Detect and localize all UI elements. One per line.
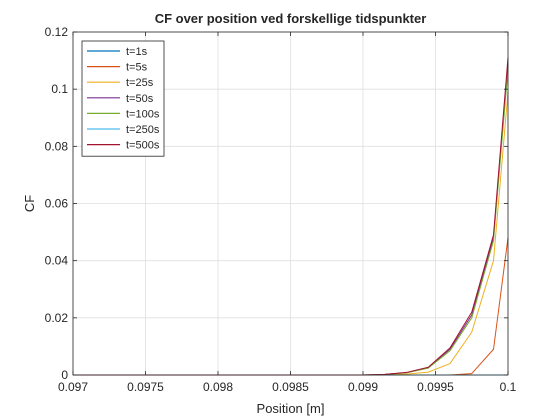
legend-entry: t=25s (126, 77, 154, 89)
y-tick-label: 0.04 (45, 254, 69, 268)
y-axis-label: CF (22, 195, 37, 212)
legend: t=1s t=5s t=25s t=50s t=100s t=250s t=500s (81, 40, 165, 157)
y-tick-label: 0.12 (45, 25, 69, 39)
legend-box (81, 40, 165, 157)
legend-entry: t=250s (126, 124, 160, 136)
y-tick-label: 0.1 (51, 82, 68, 96)
x-tick-label: 0.0975 (127, 380, 164, 394)
legend-entry: t=1s (126, 46, 148, 58)
x-tick-label: 0.1 (500, 380, 517, 394)
axis-ticks (72, 31, 509, 376)
x-tick-labels: 0.097 0.0975 0.098 0.0985 0.099 0.0995 0.1 (58, 380, 517, 394)
legend-entry: t=5s (126, 62, 148, 74)
y-tick-label: 0 (61, 368, 68, 382)
x-tick-label: 0.0995 (417, 380, 454, 394)
y-tick-label: 0.02 (45, 311, 69, 325)
x-tick-label: 0.097 (58, 380, 88, 394)
y-tick-labels: 0 0.02 0.04 0.06 0.08 0.1 0.12 (45, 25, 69, 382)
x-tick-label: 0.0985 (272, 380, 309, 394)
y-tick-label: 0.08 (45, 139, 69, 153)
legend-entry: t=100s (126, 108, 160, 120)
x-tick-label: 0.099 (348, 380, 378, 394)
chart-title: CF over position ved forskellige tidspun… (155, 11, 427, 26)
x-axis-label: Position [m] (257, 401, 325, 416)
y-tick-label: 0.06 (45, 197, 69, 211)
x-tick-label: 0.098 (203, 380, 233, 394)
legend-entry: t=50s (126, 93, 154, 105)
legend-entry: t=500s (126, 140, 160, 152)
